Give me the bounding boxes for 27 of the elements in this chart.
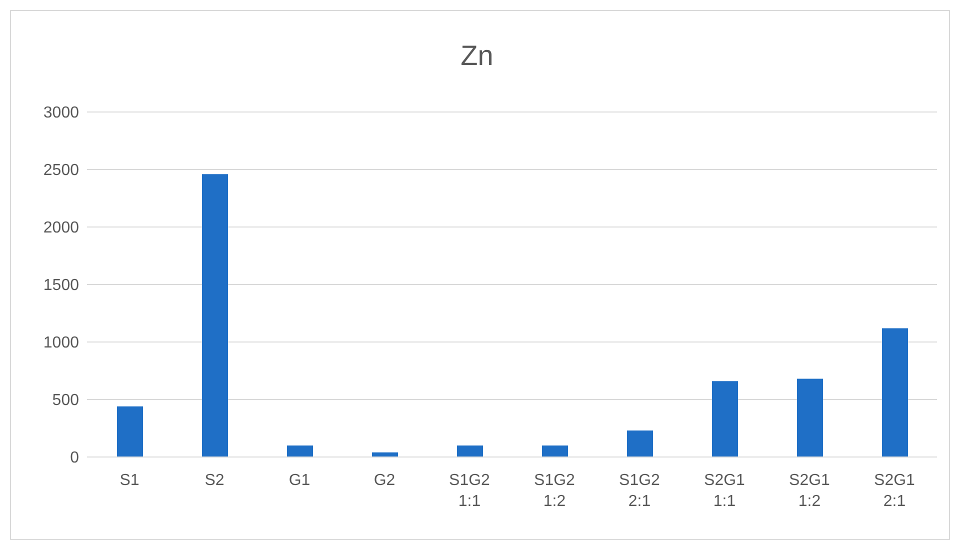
x-tick-label: S2G1 1:2 bbox=[789, 472, 830, 510]
x-tick-label: S1G2 1:2 bbox=[534, 472, 576, 510]
x-tick-label: S1 bbox=[120, 472, 140, 489]
bar bbox=[627, 430, 653, 457]
bar bbox=[202, 174, 228, 457]
x-tick-label: G2 bbox=[374, 472, 396, 489]
x-tick-label: S2 bbox=[204, 472, 224, 489]
bar bbox=[882, 328, 908, 457]
x-tick-label: S1G2 2:1 bbox=[619, 472, 660, 510]
bar bbox=[542, 446, 568, 457]
bar bbox=[797, 378, 823, 457]
bar bbox=[712, 381, 738, 457]
bar bbox=[117, 406, 143, 457]
y-tick-label: 1000 bbox=[43, 334, 80, 352]
bar bbox=[287, 446, 313, 457]
chart-title: Zn bbox=[460, 40, 494, 72]
y-tick-label: 2500 bbox=[43, 162, 80, 180]
y-tick-label: 500 bbox=[52, 392, 80, 410]
bar bbox=[457, 446, 483, 457]
x-tick-label: S2G1 1:1 bbox=[704, 472, 746, 510]
x-tick-label: S2G1 2:1 bbox=[874, 472, 916, 510]
y-tick-label: 1500 bbox=[43, 277, 80, 294]
y-tick-label: 3000 bbox=[43, 104, 80, 122]
x-tick-label: S1G2 1:1 bbox=[449, 472, 490, 510]
x-tick-label: G1 bbox=[288, 472, 310, 489]
y-tick-label: 0 bbox=[70, 450, 80, 467]
y-tick-label: 2000 bbox=[43, 220, 80, 237]
